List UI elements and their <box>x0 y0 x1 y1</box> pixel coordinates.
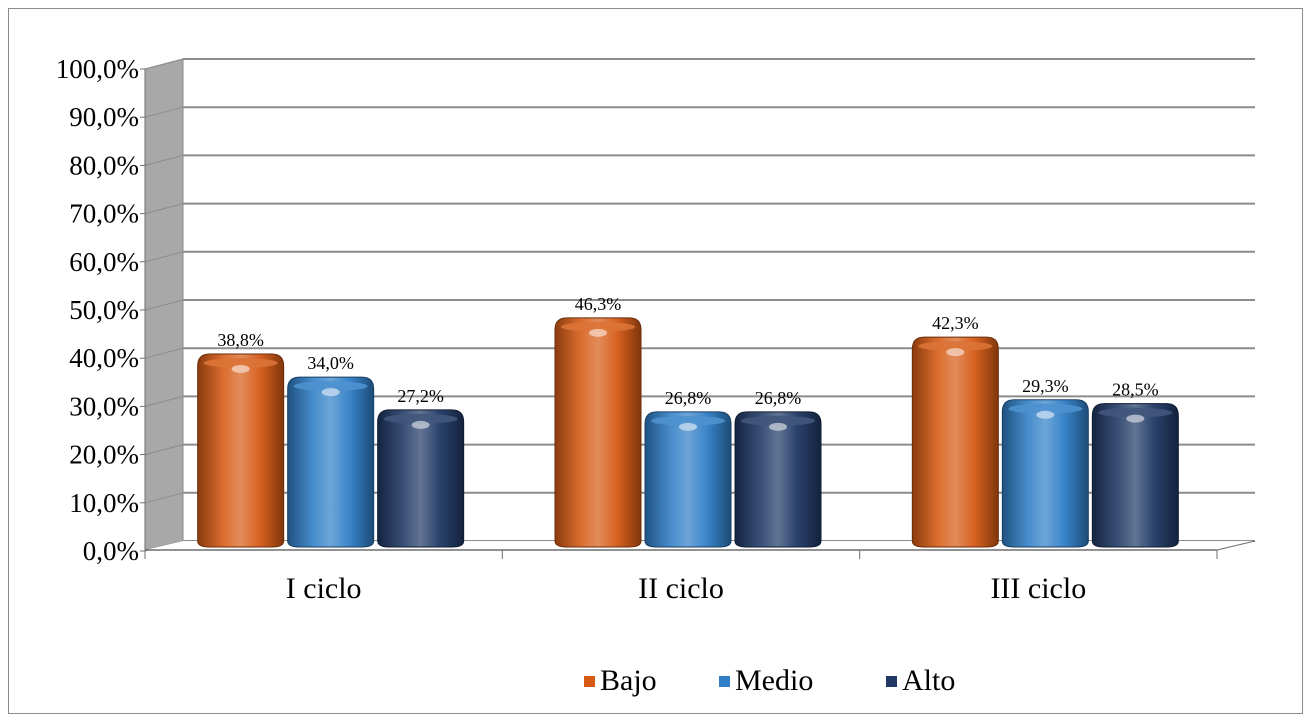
bar <box>1091 403 1179 548</box>
gridline-depth <box>144 299 184 311</box>
y-tick-label: 60,0% <box>69 247 139 277</box>
bar <box>554 317 642 548</box>
gridline-depth <box>144 58 184 70</box>
y-tick-label: 80,0% <box>69 150 139 180</box>
bar-highlight <box>411 420 430 429</box>
bar <box>197 353 285 548</box>
gridline-depth <box>144 154 184 166</box>
bar-highlight <box>321 388 340 397</box>
bar-highlight <box>769 422 787 431</box>
legend-swatch-medio <box>719 675 730 687</box>
y-tick-label: 100,0% <box>56 54 139 84</box>
y-tick-label: 90,0% <box>69 102 139 132</box>
y-tick-label: 40,0% <box>69 343 139 373</box>
legend: Bajo Medio Alto <box>0 663 1312 699</box>
bar-highlight <box>679 422 697 431</box>
data-label: 29,3% <box>1022 376 1069 396</box>
legend-label-alto: Alto <box>902 664 956 697</box>
y-tick-label: 0,0% <box>83 536 139 566</box>
bar-top <box>203 357 278 368</box>
gridline-depth <box>144 395 184 407</box>
bar-top <box>651 415 725 426</box>
bar-highlight <box>1036 410 1055 419</box>
bar-top <box>293 381 368 392</box>
legend-label-bajo: Bajo <box>600 664 657 697</box>
y-tick-label: 70,0% <box>69 199 139 229</box>
y-tick-label: 30,0% <box>69 391 139 421</box>
bar-top <box>918 341 993 352</box>
x-tick-label: II ciclo <box>638 572 724 605</box>
x-tick-label: III ciclo <box>990 572 1086 605</box>
bar <box>377 409 465 548</box>
legend-swatch-alto <box>886 675 897 687</box>
gridline-depth <box>144 106 184 118</box>
bar-highlight <box>1126 414 1145 423</box>
data-label: 42,3% <box>932 313 979 333</box>
bar <box>287 376 375 548</box>
legend-swatch-bajo <box>584 675 595 687</box>
gridline-depth <box>144 251 184 263</box>
legend-label-medio: Medio <box>735 664 814 697</box>
data-label: 38,8% <box>217 330 264 350</box>
data-label: 34,0% <box>307 353 354 373</box>
bar-highlight <box>946 348 965 357</box>
bar-top <box>561 321 635 332</box>
data-label: 26,8% <box>665 388 712 408</box>
bar <box>911 336 999 548</box>
floor-edge <box>1216 540 1256 551</box>
bar <box>1001 399 1089 548</box>
data-label: 26,8% <box>755 388 802 408</box>
bar-top <box>741 415 815 426</box>
y-tick-label: 20,0% <box>69 440 139 470</box>
gridline-depth <box>144 203 184 215</box>
data-label: 28,5% <box>1112 380 1159 400</box>
bar <box>644 411 732 548</box>
x-tick-label: I ciclo <box>286 572 362 605</box>
y-tick-label: 10,0% <box>69 488 139 518</box>
bar-top <box>383 413 458 424</box>
data-label: 46,3% <box>575 294 622 314</box>
gridline-depth <box>144 347 184 359</box>
bar <box>734 411 822 548</box>
legend-item-bajo: Bajo <box>584 663 657 699</box>
y-tick-label: 50,0% <box>69 295 139 325</box>
bar-top <box>1008 403 1083 414</box>
bar-highlight <box>589 328 607 337</box>
legend-item-alto: Alto <box>886 663 955 699</box>
bar-top <box>1098 407 1173 418</box>
bar-highlight <box>231 364 250 373</box>
gridline-depth <box>144 444 184 456</box>
data-label: 27,2% <box>397 386 444 406</box>
legend-item-medio: Medio <box>719 663 813 699</box>
gridline-depth <box>144 492 184 504</box>
